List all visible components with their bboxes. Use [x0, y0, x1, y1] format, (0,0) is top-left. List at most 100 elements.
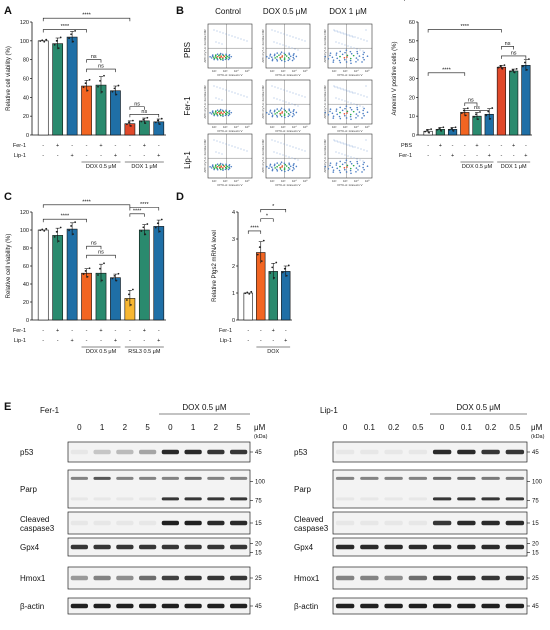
flow-event	[298, 148, 300, 150]
data-point	[513, 71, 516, 74]
flow-event	[283, 168, 286, 171]
flow-y-label: APC-Cy7-A::Zombie NIR	[203, 139, 207, 173]
flow-event	[225, 33, 227, 35]
flow-event	[352, 146, 354, 148]
flow-event	[271, 139, 273, 141]
flow-event	[212, 166, 215, 168]
data-point	[59, 226, 62, 229]
flow-event	[279, 53, 282, 55]
flow-event	[292, 164, 295, 167]
treatment-sign: -	[115, 328, 117, 334]
treatment-row-label: Fer-1	[13, 143, 26, 149]
data-point	[489, 117, 492, 120]
flow-tick: 10⁴	[292, 125, 297, 129]
flow-event	[337, 31, 339, 33]
flow-plot	[265, 23, 311, 69]
data-point	[99, 79, 101, 82]
blot-band	[335, 575, 355, 581]
flow-event	[366, 96, 368, 98]
data-point	[103, 74, 105, 77]
data-point	[479, 111, 481, 113]
chart-c: Relative cell viability (%) 0 20 40 60 80 100 1…	[6, 199, 166, 355]
flow-event	[356, 48, 358, 50]
flow-event	[343, 33, 345, 35]
flow-x-label: FITC-A::Annexin V	[337, 73, 362, 77]
significance-label: ns	[98, 250, 104, 256]
significance-label: ****	[82, 199, 91, 205]
flow-event	[225, 167, 228, 170]
y-axis-label: Relative Ptgs2 mRNA level	[212, 230, 218, 302]
flow-event	[338, 169, 341, 172]
flow-event	[288, 168, 291, 170]
significance-label: ns	[91, 54, 97, 60]
treatment-sign: -	[129, 338, 131, 344]
concentration-label: 0.1	[364, 423, 376, 432]
flow-event	[304, 150, 306, 152]
blot-band	[408, 449, 428, 455]
y-tick-label: 0	[26, 318, 29, 324]
blot-band	[116, 449, 134, 455]
data-point	[450, 127, 453, 130]
flow-event	[286, 90, 288, 92]
flow-event	[360, 38, 362, 40]
treatment-sign: +	[272, 328, 275, 334]
blot-band	[229, 520, 248, 526]
data-point	[464, 114, 467, 117]
flow-event	[219, 162, 222, 165]
flow-event	[216, 56, 219, 58]
flow-event	[279, 153, 281, 155]
flow-event	[273, 110, 276, 113]
flow-event	[276, 55, 278, 58]
flow-event	[279, 58, 282, 60]
flow-event	[231, 91, 233, 93]
blot-band	[70, 603, 89, 609]
data-point	[485, 114, 488, 117]
treatment-sign: -	[129, 328, 131, 334]
blot-band	[384, 497, 403, 501]
blot-band	[457, 476, 476, 480]
flow-event	[265, 111, 268, 114]
data-point	[154, 121, 157, 124]
blot-band	[138, 544, 157, 550]
group-label: DOX	[267, 349, 279, 355]
flow-event	[271, 115, 274, 118]
flow-event	[343, 58, 346, 61]
data-point	[499, 65, 502, 68]
flow-event	[345, 105, 348, 107]
flow-event	[218, 164, 220, 167]
flow-event	[268, 113, 270, 116]
flow-event	[334, 140, 336, 142]
flow-event	[219, 167, 221, 170]
treatment-sign: -	[439, 153, 441, 159]
blot-band	[481, 544, 500, 550]
significance-label: ****	[82, 13, 91, 19]
flow-tick: 10⁴	[292, 69, 297, 73]
protein-label: Gpx4	[294, 543, 314, 552]
flow-event	[363, 51, 365, 54]
data-point	[158, 123, 161, 125]
flow-event	[343, 89, 345, 91]
flow-event	[212, 112, 215, 114]
flow-event	[297, 105, 299, 107]
y-tick-label: 120	[20, 20, 29, 26]
flow-event	[228, 113, 231, 116]
treatment-sign: -	[476, 153, 478, 159]
flow-event	[284, 163, 287, 166]
flow-y-label: APC-Cy7-A::Zombie NIR	[203, 29, 207, 63]
data-point	[466, 107, 469, 110]
panel-letter-c: C	[4, 191, 12, 203]
flow-event	[283, 162, 286, 165]
data-point	[111, 277, 114, 280]
flow-plot	[265, 133, 311, 179]
treatment-sign: -	[129, 153, 131, 159]
data-point	[475, 113, 477, 116]
treatment-row-label: Fer-1	[219, 328, 232, 334]
flow-event	[222, 142, 224, 144]
flow-event	[344, 44, 346, 46]
flow-event	[280, 142, 282, 144]
flow-event	[291, 157, 293, 159]
y-tick-label: 0	[412, 133, 415, 139]
flow-event	[282, 154, 284, 156]
flow-event	[280, 59, 283, 62]
data-point	[84, 270, 87, 272]
